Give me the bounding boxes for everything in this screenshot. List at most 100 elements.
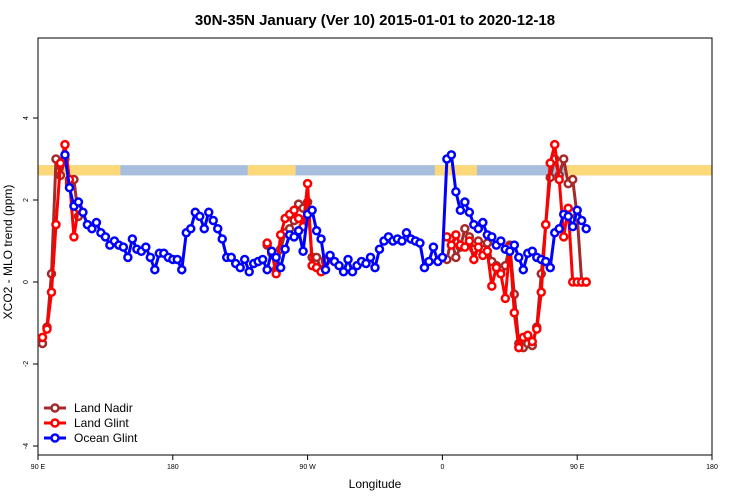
x-tick-label: 90 E — [570, 464, 585, 471]
data-point — [266, 246, 277, 256]
data-point — [509, 240, 520, 250]
data-point — [567, 221, 578, 232]
x-tick-label: 180 — [167, 464, 179, 471]
land-ocean-band — [38, 165, 712, 176]
data-point — [464, 207, 475, 218]
data-point — [334, 260, 344, 271]
data-point — [42, 324, 52, 334]
data-point — [60, 139, 70, 150]
data-point — [141, 242, 151, 252]
data-point — [428, 242, 439, 252]
data-point — [370, 262, 380, 273]
land-band-segment-3 — [566, 165, 712, 176]
data-point — [540, 256, 551, 267]
land-band-segment-1 — [247, 165, 296, 176]
data-point — [217, 234, 227, 244]
data-point — [91, 217, 102, 228]
data-point — [289, 205, 299, 215]
data-point — [491, 262, 502, 273]
data-point — [572, 205, 582, 215]
data-point — [51, 219, 61, 230]
data-point — [464, 236, 475, 246]
data-point — [460, 242, 470, 252]
data-point — [239, 254, 250, 265]
data-point — [451, 187, 461, 197]
x-tick-label: 180 — [706, 464, 718, 471]
data-point — [100, 232, 111, 242]
data-point — [361, 258, 371, 269]
plot-frame — [37, 37, 713, 456]
data-point — [46, 287, 57, 297]
data-point — [482, 246, 493, 256]
legend-label: Land Glint — [74, 416, 129, 430]
data-point — [311, 226, 322, 236]
data-point — [473, 223, 484, 234]
data-point — [536, 287, 547, 297]
data-point — [581, 223, 591, 234]
data-point — [55, 158, 66, 168]
data-point — [316, 234, 326, 244]
data-point — [275, 230, 286, 240]
data-point — [64, 182, 75, 193]
data-point — [325, 250, 335, 261]
data-point — [298, 246, 308, 256]
data-point — [460, 223, 470, 234]
legend-marker — [50, 418, 60, 428]
data-point — [469, 254, 479, 265]
data-point — [271, 252, 281, 263]
data-point — [554, 174, 564, 185]
data-point — [37, 332, 48, 343]
data-point — [496, 269, 506, 279]
data-point — [514, 342, 524, 353]
legend-label: Land Nadir — [74, 401, 133, 415]
y-tick-label: 0 — [23, 280, 30, 284]
data-point — [177, 264, 187, 275]
data-point — [487, 281, 497, 291]
y-axis-label: XCO2 - MLO trend (ppm) — [1, 185, 15, 320]
data-point — [514, 252, 524, 263]
data-point — [280, 244, 290, 254]
data-point — [69, 232, 79, 242]
data-point — [478, 217, 488, 228]
data-point — [195, 211, 205, 222]
data-point — [374, 244, 385, 254]
data-point — [397, 236, 407, 246]
data-point — [523, 330, 533, 341]
data-point — [262, 238, 272, 248]
data-point — [460, 197, 470, 207]
data-point — [275, 262, 286, 273]
data-point — [320, 264, 331, 275]
data-point — [307, 205, 317, 215]
data-point — [123, 252, 133, 263]
data-point — [203, 207, 214, 218]
data-point — [365, 252, 376, 263]
legend-marker — [50, 403, 60, 413]
data-point — [73, 197, 84, 207]
data-point — [127, 234, 138, 244]
axes: -4 -2 0 2 4 90 E 180 90 W 0 90 E 180 — [23, 37, 718, 471]
y-tick-label: 4 — [23, 116, 30, 120]
data-point — [496, 236, 506, 246]
data-point — [60, 150, 70, 160]
data-point — [172, 254, 183, 265]
data-point — [451, 230, 461, 240]
y-tick-label: -4 — [23, 443, 30, 449]
data-point — [527, 336, 538, 347]
data-point — [235, 262, 245, 273]
data-point — [419, 262, 430, 273]
data-point — [567, 174, 578, 185]
data-point — [271, 269, 281, 279]
data-point — [446, 150, 457, 160]
data-point — [451, 252, 461, 263]
data-point — [518, 264, 529, 275]
series-layer — [37, 139, 591, 354]
x-axis-label: Longitude — [349, 477, 402, 491]
data-point — [257, 254, 268, 265]
data-point — [289, 232, 299, 242]
data-point — [208, 215, 218, 226]
data-point — [487, 232, 497, 242]
data-point — [343, 254, 353, 265]
data-point — [293, 213, 304, 224]
